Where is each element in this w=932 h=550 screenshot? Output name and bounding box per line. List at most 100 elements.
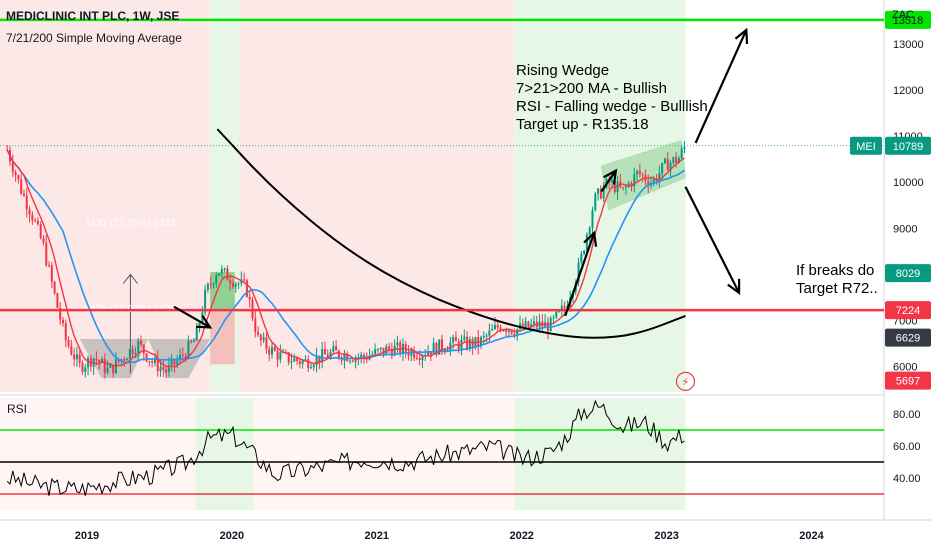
candle-body xyxy=(382,347,385,354)
candle-body xyxy=(376,349,379,351)
breakout-arrow xyxy=(564,232,596,317)
candle-body xyxy=(454,336,457,342)
candle-body xyxy=(346,354,349,362)
indicator-legend-rsi[interactable]: RSI xyxy=(7,402,28,416)
candle-body xyxy=(563,305,566,308)
candle-body xyxy=(220,269,223,274)
candle-body xyxy=(396,342,399,346)
candle-body xyxy=(580,253,583,263)
rsi-tick-label: 80.00 xyxy=(893,409,921,421)
candle-body xyxy=(323,349,326,355)
candle-body xyxy=(73,354,76,360)
candle-body xyxy=(271,347,273,355)
candle-body xyxy=(307,359,310,369)
candle-body xyxy=(25,195,28,210)
candle-body xyxy=(661,163,664,174)
target-up-arrow-head xyxy=(734,27,749,45)
rsi-tick-label: 40.00 xyxy=(893,473,921,485)
candle-body xyxy=(599,188,602,199)
candle-body xyxy=(287,352,290,363)
candle-body xyxy=(218,273,221,276)
candle-body xyxy=(50,265,53,282)
candle-body xyxy=(81,362,84,372)
candle-body xyxy=(552,317,555,319)
annotation-rising-wedge: Rising Wedge 7>21>200 MA - Bullish RSI -… xyxy=(516,62,708,134)
candle-body xyxy=(499,327,502,331)
candle-body xyxy=(123,359,126,361)
candle-body xyxy=(329,351,332,358)
candle-body xyxy=(117,359,120,362)
candle-body xyxy=(39,224,42,239)
breakout-box xyxy=(210,272,235,311)
candle-body xyxy=(421,355,424,361)
candle-body xyxy=(201,312,204,323)
candle-body xyxy=(134,352,137,355)
candle-body xyxy=(229,280,232,284)
candle-body xyxy=(293,358,296,362)
candle-body xyxy=(630,183,633,187)
candle-body xyxy=(641,174,644,176)
price-label-box xyxy=(885,136,931,155)
candle-body xyxy=(362,354,365,358)
candle-body xyxy=(126,359,129,361)
candle-body xyxy=(407,351,410,356)
candle-body xyxy=(170,359,173,365)
candle-body xyxy=(290,361,293,363)
candle-body xyxy=(296,358,299,362)
candle-body xyxy=(669,162,672,171)
candle-body xyxy=(212,283,215,285)
candle-body xyxy=(64,323,67,341)
candle-body xyxy=(268,349,271,355)
candle-body xyxy=(165,369,168,373)
candle-body xyxy=(588,227,591,235)
candle-body xyxy=(273,347,276,351)
candle-body xyxy=(493,325,496,329)
candle-body xyxy=(184,356,187,359)
candle-body xyxy=(190,340,193,343)
candle-body xyxy=(496,325,499,328)
candle-body xyxy=(56,293,59,308)
candle-body xyxy=(259,334,262,341)
candle-body xyxy=(151,361,154,363)
candle-body xyxy=(159,367,162,372)
indicator-legend-ma[interactable]: 7/21/200 Simple Moving Average xyxy=(6,31,182,45)
candle-body xyxy=(343,354,346,361)
trend-drawings: ⚡ xyxy=(173,27,749,391)
price-axis: 6000700080009000100001100012000130001351… xyxy=(850,10,931,485)
rsi-line xyxy=(6,399,685,496)
candle-body xyxy=(231,283,234,287)
candle-body xyxy=(245,280,248,297)
candle-body xyxy=(31,214,34,221)
candle-body xyxy=(591,210,594,228)
candle-body xyxy=(326,354,329,358)
candle-body xyxy=(145,353,148,362)
candle-body xyxy=(131,349,134,355)
candle-body xyxy=(173,359,176,365)
candle-body xyxy=(335,346,338,351)
candle-body xyxy=(597,188,600,194)
candle-body xyxy=(379,347,382,350)
candle-body xyxy=(560,305,563,311)
candle-body xyxy=(298,361,301,364)
price-label: 10789 xyxy=(893,141,924,153)
candle-body xyxy=(616,181,619,192)
breakout-arrow xyxy=(600,170,617,193)
rsi-tick-label: 60.00 xyxy=(893,441,921,453)
candle-body xyxy=(527,321,530,328)
lightning-icon[interactable]: ⚡ xyxy=(682,375,690,388)
price-label: 8029 xyxy=(896,268,920,280)
event-icon[interactable] xyxy=(675,371,696,391)
candle-body xyxy=(516,328,519,336)
annotation-line: If breaks do xyxy=(796,262,875,279)
candle-body xyxy=(585,234,588,251)
candle-body xyxy=(254,318,257,333)
candle-body xyxy=(555,311,558,318)
candle-body xyxy=(195,327,198,341)
x-tick-label: 2023 xyxy=(654,530,678,542)
candle-body xyxy=(404,344,407,352)
candle-body xyxy=(491,328,494,331)
x-tick-label: 2021 xyxy=(365,530,389,542)
measure-arrow xyxy=(122,273,139,284)
candle-body xyxy=(337,350,340,358)
